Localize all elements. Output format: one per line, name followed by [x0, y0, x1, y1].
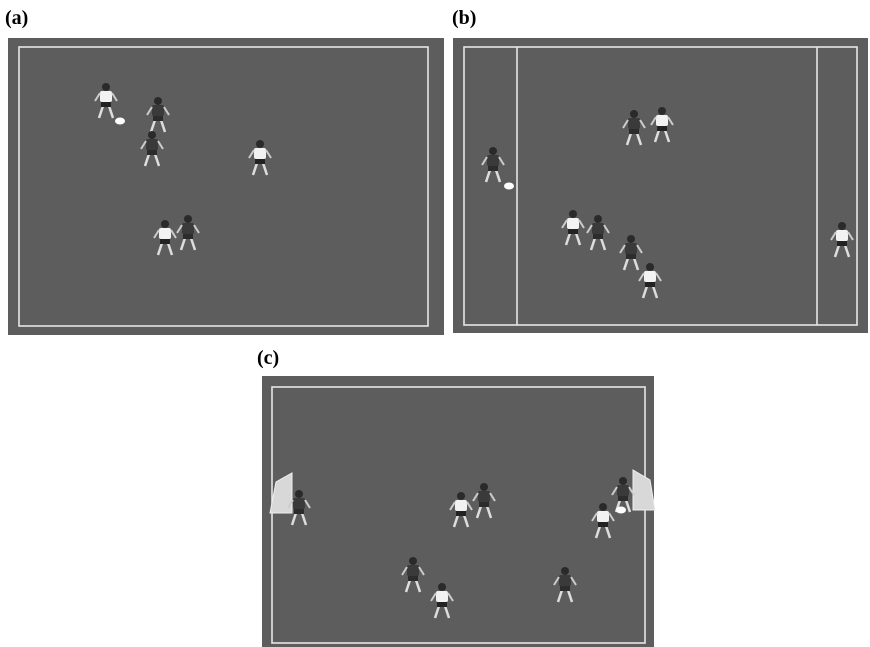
field-a — [8, 38, 444, 335]
panel-label: (c) — [257, 347, 279, 369]
figure: (a) (b) (c) — [0, 0, 870, 647]
panel-label: (a) — [5, 7, 28, 29]
panel-label: (b) — [452, 7, 476, 29]
ball — [616, 507, 626, 514]
field-b — [453, 38, 868, 333]
ball — [504, 183, 514, 190]
ball — [115, 118, 125, 125]
